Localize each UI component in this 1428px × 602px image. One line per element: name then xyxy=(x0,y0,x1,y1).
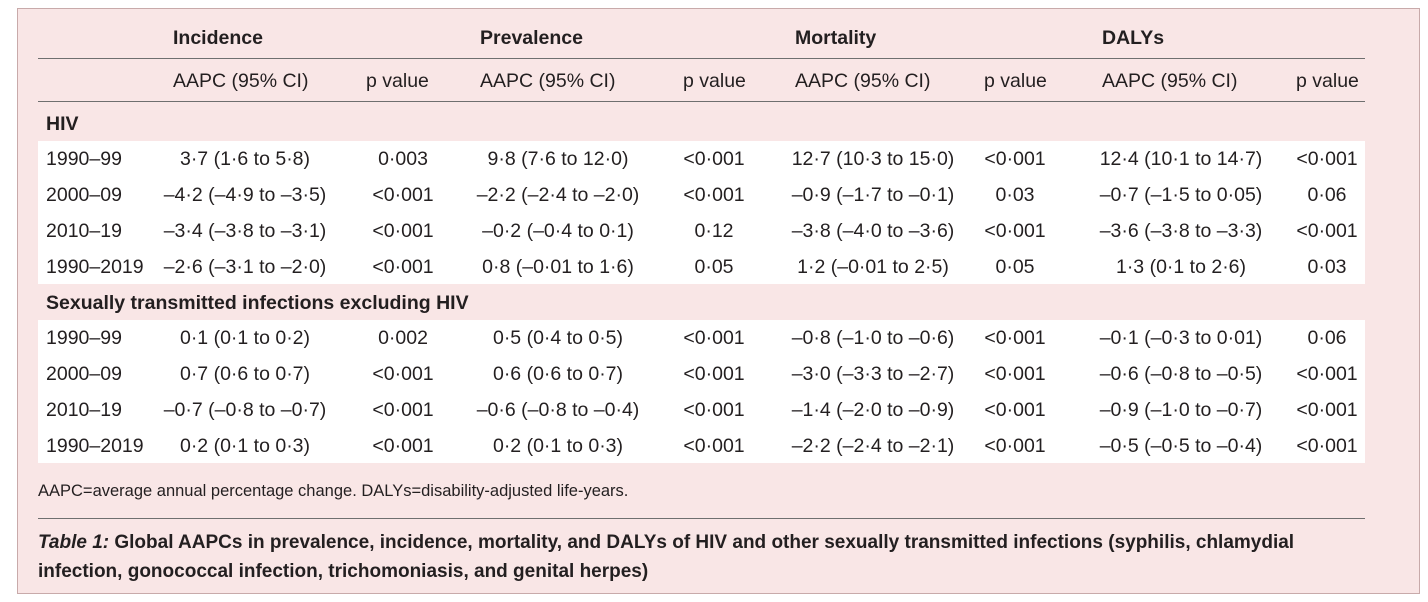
p-value-cell: 0·002 xyxy=(378,327,428,349)
p-value-cell: <0·001 xyxy=(683,363,745,385)
aapc-cell: –1·4 (–2·0 to –0·9) xyxy=(791,399,955,421)
aapc-cell: –4·2 (–4·9 to –3·5) xyxy=(163,184,327,206)
p-value-cell: <0·001 xyxy=(372,363,434,385)
aapc-cell: 12·7 (10·3 to 15·0) xyxy=(791,148,955,170)
aapc-cell: –2·2 (–2·4 to –2·1) xyxy=(791,435,955,457)
hiv-rows-band xyxy=(38,141,1365,284)
group-header-dalys: DALYs xyxy=(1102,27,1165,49)
row-period: 1990–2019 xyxy=(46,256,144,278)
group-header-prevalence: Prevalence xyxy=(480,27,583,49)
subheader-rule xyxy=(38,101,1365,102)
aapc-cell: 0·6 (0·6 to 0·7) xyxy=(492,363,624,385)
row-period: 1990–99 xyxy=(46,327,122,349)
aapc-cell: –3·4 (–3·8 to –3·1) xyxy=(163,220,327,242)
p-value-cell: <0·001 xyxy=(683,435,745,457)
aapc-cell: –2·2 (–2·4 to –2·0) xyxy=(476,184,640,206)
p-value-cell: <0·001 xyxy=(372,435,434,457)
subheader-aapc: AAPC (95% CI) xyxy=(795,70,931,92)
aapc-cell: –0·1 (–0·3 to 0·01) xyxy=(1099,327,1263,349)
aapc-cell: –0·7 (–1·5 to 0·05) xyxy=(1099,184,1263,206)
p-value-cell: <0·001 xyxy=(984,435,1046,457)
subheader-pvalue: p value xyxy=(1296,70,1359,92)
aapc-cell: 0·7 (0·6 to 0·7) xyxy=(179,363,311,385)
p-value-cell: 0·003 xyxy=(378,148,428,170)
p-value-cell: <0·001 xyxy=(683,184,745,206)
p-value-cell: 0·03 xyxy=(1307,256,1347,278)
subheader-pvalue: p value xyxy=(683,70,746,92)
subheader-pvalue: p value xyxy=(366,70,429,92)
aapc-cell: 12·4 (10·1 to 14·7) xyxy=(1099,148,1263,170)
p-value-cell: 0·05 xyxy=(694,256,734,278)
aapc-cell: 9·8 (7·6 to 12·0) xyxy=(487,148,629,170)
p-value-cell: <0·001 xyxy=(984,327,1046,349)
p-value-cell: <0·001 xyxy=(984,148,1046,170)
p-value-cell: <0·001 xyxy=(372,184,434,206)
aapc-cell: 0·2 (0·1 to 0·3) xyxy=(492,435,624,457)
caption-text: Global AAPCs in prevalence, incidence, m… xyxy=(38,532,1295,582)
aapc-cell: 0·2 (0·1 to 0·3) xyxy=(179,435,311,457)
aapc-cell: 3·7 (1·6 to 5·8) xyxy=(179,148,311,170)
p-value-cell: <0·001 xyxy=(1296,435,1358,457)
aapc-cell: –0·9 (–1·0 to –0·7) xyxy=(1099,399,1263,421)
p-value-cell: <0·001 xyxy=(984,399,1046,421)
header-rule xyxy=(38,58,1365,59)
row-period: 2010–19 xyxy=(46,220,122,242)
row-period: 2010–19 xyxy=(46,399,122,421)
p-value-cell: 0·12 xyxy=(694,220,734,242)
p-value-cell: <0·001 xyxy=(372,256,434,278)
p-value-cell: <0·001 xyxy=(683,399,745,421)
p-value-cell: <0·001 xyxy=(372,399,434,421)
aapc-cell: 0·5 (0·4 to 0·5) xyxy=(492,327,624,349)
section-title: Sexually transmitted infections excludin… xyxy=(46,292,469,314)
aapc-cell: –0·9 (–1·7 to –0·1) xyxy=(791,184,955,206)
aapc-cell: –0·6 (–0·8 to –0·5) xyxy=(1099,363,1263,385)
aapc-cell: –3·8 (–4·0 to –3·6) xyxy=(791,220,955,242)
p-value-cell: 0·06 xyxy=(1307,327,1347,349)
p-value-cell: <0·001 xyxy=(1296,363,1358,385)
p-value-cell: 0·05 xyxy=(995,256,1035,278)
subheader-aapc: AAPC (95% CI) xyxy=(173,70,309,92)
aapc-cell: –0·5 (–0·5 to –0·4) xyxy=(1099,435,1263,457)
p-value-cell: <0·001 xyxy=(984,363,1046,385)
aapc-cell: –0·6 (–0·8 to –0·4) xyxy=(476,399,640,421)
sti-rows-band xyxy=(38,320,1365,463)
subheader-aapc: AAPC (95% CI) xyxy=(480,70,616,92)
group-header-mortality: Mortality xyxy=(795,27,877,49)
row-period: 1990–2019 xyxy=(46,435,144,457)
subheader-aapc: AAPC (95% CI) xyxy=(1102,70,1238,92)
p-value-cell: <0·001 xyxy=(683,148,745,170)
aapc-cell: –0·8 (–1·0 to –0·6) xyxy=(791,327,955,349)
aapc-cell: 0·1 (0·1 to 0·2) xyxy=(179,327,311,349)
caption-label: Table 1: xyxy=(38,532,110,553)
group-header-incidence: Incidence xyxy=(173,27,263,49)
aapc-cell: 1·2 (–0·01 to 2·5) xyxy=(797,256,949,278)
p-value-cell: <0·001 xyxy=(1296,220,1358,242)
p-value-cell: 0·06 xyxy=(1307,184,1347,206)
aapc-cell: –0·2 (–0·4 to 0·1) xyxy=(482,220,634,242)
table-caption: Table 1: Global AAPCs in prevalence, inc… xyxy=(38,528,1383,586)
aapc-cell: –0·7 (–0·8 to –0·7) xyxy=(163,399,327,421)
aapc-cell: 0·8 (–0·01 to 1·6) xyxy=(482,256,634,278)
aapc-cell: –3·0 (–3·3 to –2·7) xyxy=(791,363,955,385)
row-period: 1990–99 xyxy=(46,148,122,170)
p-value-cell: <0·001 xyxy=(984,220,1046,242)
table-panel xyxy=(17,8,1420,594)
p-value-cell: <0·001 xyxy=(372,220,434,242)
caption-rule xyxy=(38,518,1365,519)
aapc-cell: –2·6 (–3·1 to –2·0) xyxy=(163,256,327,278)
section-title: HIV xyxy=(46,113,79,135)
subheader-pvalue: p value xyxy=(984,70,1047,92)
p-value-cell: 0·03 xyxy=(995,184,1035,206)
aapc-cell: 1·3 (0·1 to 2·6) xyxy=(1115,256,1247,278)
p-value-cell: <0·001 xyxy=(1296,399,1358,421)
p-value-cell: <0·001 xyxy=(1296,148,1358,170)
aapc-cell: –3·6 (–3·8 to –3·3) xyxy=(1099,220,1263,242)
row-period: 2000–09 xyxy=(46,363,122,385)
p-value-cell: <0·001 xyxy=(683,327,745,349)
footnote: AAPC=average annual percentage change. D… xyxy=(38,482,629,500)
row-period: 2000–09 xyxy=(46,184,122,206)
